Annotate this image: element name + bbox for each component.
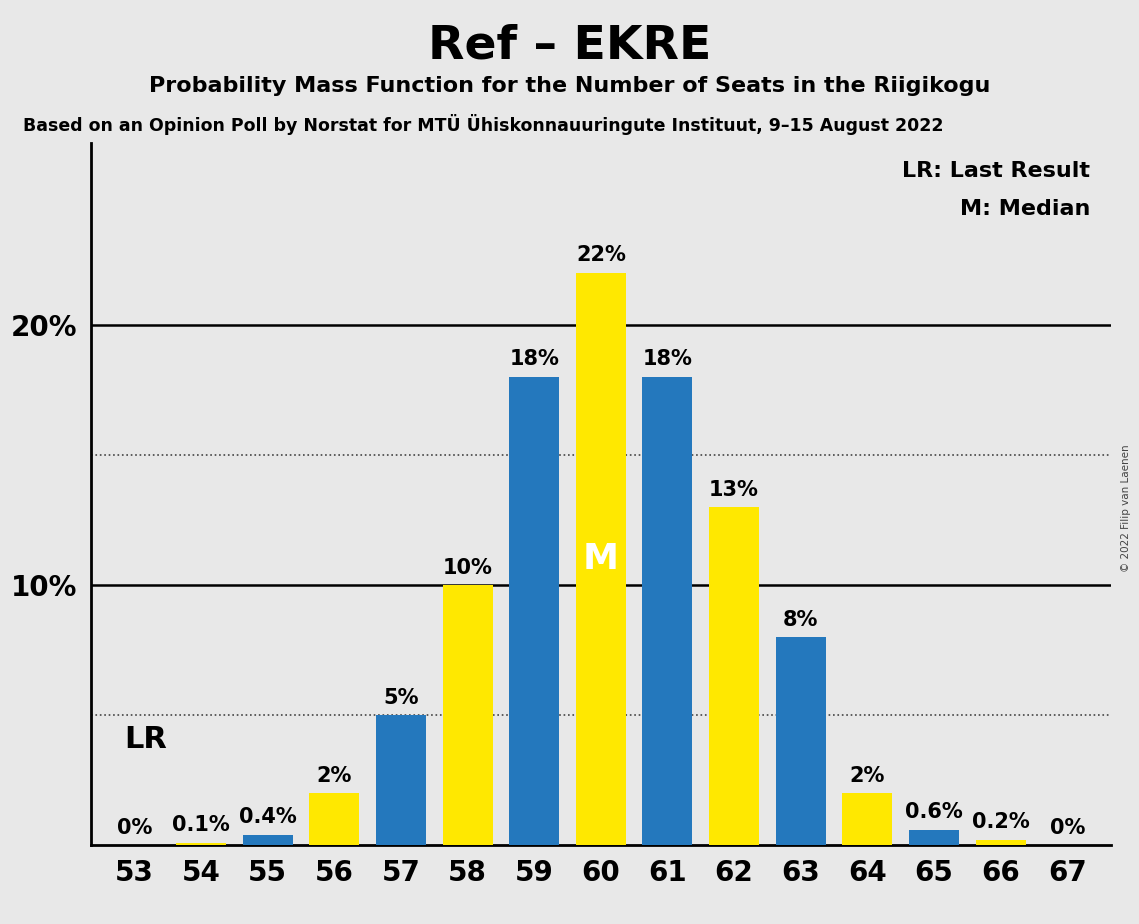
Text: Ref – EKRE: Ref – EKRE	[428, 23, 711, 68]
Text: 2%: 2%	[850, 766, 885, 785]
Bar	[576, 274, 625, 845]
Text: 10%: 10%	[443, 557, 492, 578]
Text: 0%: 0%	[116, 818, 153, 838]
Bar	[843, 794, 892, 845]
Text: LR: Last Result: LR: Last Result	[902, 161, 1090, 181]
Bar	[710, 507, 759, 845]
Bar	[509, 377, 559, 845]
Text: 0%: 0%	[1049, 818, 1085, 838]
Bar	[443, 586, 492, 845]
Bar	[776, 638, 826, 845]
Text: M: Median: M: Median	[960, 200, 1090, 219]
Text: Based on an Opinion Poll by Norstat for MTÜ Ühiskonnauuringute Instituut, 9–15 A: Based on an Opinion Poll by Norstat for …	[23, 114, 943, 135]
Text: 13%: 13%	[710, 480, 759, 500]
Bar	[376, 715, 426, 845]
Text: 0.1%: 0.1%	[172, 815, 230, 835]
Bar	[310, 794, 359, 845]
Text: M: M	[583, 542, 618, 577]
Text: 22%: 22%	[576, 246, 625, 265]
Text: Probability Mass Function for the Number of Seats in the Riigikogu: Probability Mass Function for the Number…	[149, 76, 990, 96]
Bar	[177, 843, 226, 845]
Text: 8%: 8%	[782, 610, 819, 629]
Bar	[909, 830, 959, 845]
Text: 18%: 18%	[642, 349, 693, 370]
Text: © 2022 Filip van Laenen: © 2022 Filip van Laenen	[1121, 444, 1131, 572]
Bar	[976, 840, 1025, 845]
Text: 18%: 18%	[509, 349, 559, 370]
Bar	[642, 377, 693, 845]
Text: 5%: 5%	[383, 687, 419, 708]
Text: 0.6%: 0.6%	[906, 802, 962, 822]
Text: 0.4%: 0.4%	[239, 808, 296, 827]
Text: 2%: 2%	[317, 766, 352, 785]
Bar	[243, 835, 293, 845]
Text: LR: LR	[124, 725, 167, 754]
Text: 0.2%: 0.2%	[972, 812, 1030, 833]
